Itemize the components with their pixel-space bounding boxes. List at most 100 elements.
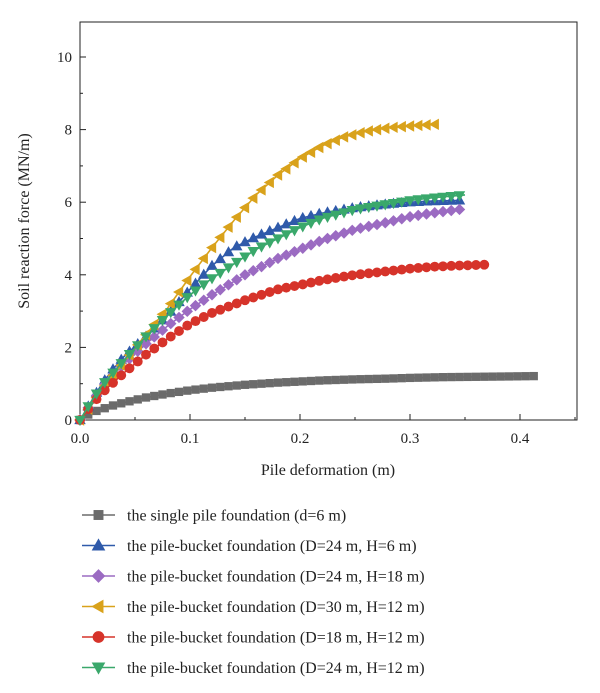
data-point	[214, 252, 226, 264]
data-point	[396, 197, 408, 208]
data-point	[255, 242, 268, 253]
data-point	[164, 297, 175, 310]
data-point	[231, 257, 243, 269]
y-tick-label: 6	[65, 195, 73, 211]
data-point	[371, 201, 383, 212]
data-point	[280, 230, 292, 241]
data-point	[429, 207, 441, 219]
data-point	[166, 388, 175, 398]
data-point	[247, 247, 259, 258]
data-point	[313, 215, 325, 226]
data-point	[82, 402, 94, 413]
y-axis-title: Soil reaction force (MN/m)	[16, 133, 33, 309]
data-point	[182, 320, 193, 331]
plot-frame	[79, 21, 578, 421]
data-point	[100, 404, 109, 413]
data-point	[420, 208, 433, 220]
data-point	[108, 401, 118, 410]
data-point	[255, 228, 268, 239]
data-point	[437, 192, 449, 203]
data-point	[314, 275, 325, 286]
data-point	[297, 242, 309, 254]
data-point	[214, 268, 226, 279]
data-point	[108, 377, 118, 388]
y-axis-ticks: 0 2 4 6 8 10	[57, 50, 86, 429]
data-point	[305, 218, 317, 230]
data-point	[214, 284, 226, 296]
data-point	[181, 274, 192, 287]
data-point	[354, 204, 367, 215]
data-point	[174, 387, 184, 397]
data-point	[331, 375, 340, 385]
data-point	[116, 370, 127, 381]
data-point	[306, 376, 316, 386]
data-point	[206, 259, 218, 270]
legend-item: the pile-bucket foundation (D=18 m, H=12…	[82, 630, 425, 647]
data-point	[381, 374, 390, 383]
data-point	[232, 381, 241, 390]
y-tick-label: 0	[65, 413, 73, 429]
y-tick-label: 2	[65, 340, 73, 356]
data-point	[297, 279, 308, 290]
data-point	[84, 410, 93, 419]
data-point	[107, 368, 119, 379]
data-point	[206, 241, 217, 254]
data-point	[148, 324, 160, 335]
data-point	[321, 137, 332, 150]
data-point	[330, 273, 341, 283]
data-point	[404, 196, 416, 207]
data-point	[354, 222, 367, 234]
data-point	[346, 224, 358, 237]
data-point	[338, 131, 349, 143]
data-point	[529, 371, 538, 381]
data-point	[148, 331, 160, 343]
legend-label: the pile-bucket foundation (D=18 m, H=12…	[127, 630, 425, 647]
data-point	[348, 375, 357, 384]
data-point	[488, 372, 497, 381]
series-2	[74, 194, 466, 425]
data-point	[379, 217, 391, 229]
data-point	[396, 213, 408, 225]
data-point	[74, 415, 86, 426]
data-point	[447, 372, 456, 382]
data-point	[181, 305, 193, 318]
data-point	[414, 373, 423, 382]
data-point	[362, 125, 373, 137]
legend-label: the pile-bucket foundation (D=24 m, H=18…	[127, 569, 425, 586]
data-point	[231, 298, 242, 309]
y-tick-label: 4	[65, 268, 73, 284]
data-point	[429, 193, 441, 204]
data-point	[387, 198, 400, 210]
data-point	[313, 141, 324, 154]
data-point	[454, 260, 465, 271]
data-point	[330, 210, 342, 221]
data-point	[313, 207, 325, 218]
y-tick-label: 10	[57, 50, 72, 66]
data-point	[174, 326, 184, 337]
data-point	[387, 121, 398, 134]
data-point	[239, 269, 251, 281]
data-point	[249, 380, 258, 389]
data-point	[430, 373, 439, 382]
data-point	[99, 378, 111, 389]
data-point	[125, 397, 134, 406]
data-point	[338, 208, 350, 219]
data-point	[305, 239, 317, 251]
data-point	[404, 211, 416, 223]
data-point	[445, 191, 457, 203]
data-point	[158, 390, 167, 399]
data-point	[157, 337, 168, 348]
data-point	[428, 118, 439, 131]
data-point	[280, 218, 292, 229]
data-point	[222, 263, 235, 274]
data-point	[173, 311, 185, 324]
data-point	[272, 252, 284, 265]
data-point	[438, 373, 448, 382]
series-6	[74, 191, 466, 426]
data-point	[90, 389, 103, 400]
data-point	[521, 372, 530, 381]
data-point	[438, 261, 448, 272]
legend-marker	[91, 599, 104, 614]
data-point	[183, 386, 192, 395]
legend-item: the single pile foundation (d=6 m)	[82, 508, 346, 525]
